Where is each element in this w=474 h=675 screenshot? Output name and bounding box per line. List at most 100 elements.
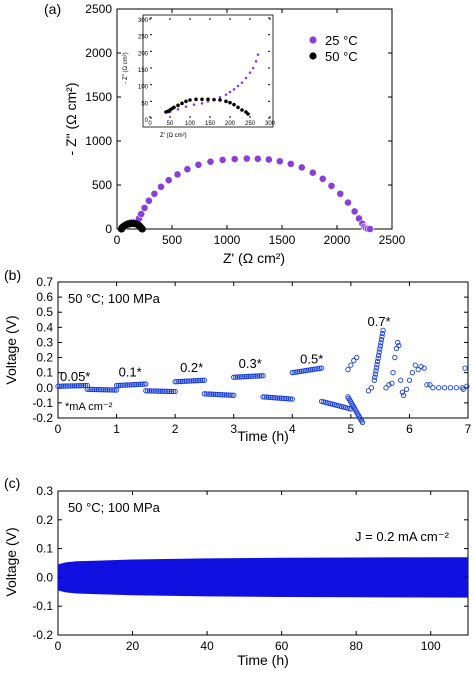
voltage-point (234, 374, 241, 380)
voltage-point (126, 382, 133, 388)
point-25c (327, 181, 336, 190)
voltage-point (79, 383, 85, 389)
voltage-point (231, 392, 237, 398)
voltage-point (403, 386, 410, 392)
voltage-point (192, 378, 198, 384)
point-25c (286, 159, 295, 168)
y-tick-label: 200 (138, 51, 149, 57)
voltage-point (115, 382, 122, 389)
point-25c (242, 154, 251, 163)
x-tick-label: 80 (350, 639, 364, 653)
inset-point-50c (236, 105, 240, 110)
point-25c (173, 170, 182, 179)
panel-c-label: (c) (4, 475, 20, 491)
voltage-point (232, 374, 239, 380)
point-25c (308, 168, 317, 177)
current-density-label: 0.2* (180, 360, 203, 375)
voltage-point (225, 392, 231, 398)
voltage-point (163, 388, 169, 394)
x-tick-label: 0 (55, 422, 62, 436)
current-density-label: 0.7* (368, 314, 391, 329)
voltage-point (249, 373, 255, 379)
voltage-point (409, 370, 416, 376)
y-tick-label: 0.0 (36, 381, 53, 395)
inset-point-50c (200, 97, 204, 102)
voltage-point (55, 383, 61, 389)
voltage-point (104, 387, 111, 393)
voltage-point (436, 385, 442, 391)
y-tick-label: 0.3 (36, 335, 53, 349)
voltage-point (60, 383, 67, 389)
voltage-point (256, 373, 262, 379)
voltage-point (170, 388, 176, 395)
voltage-point (447, 385, 454, 391)
voltage-point (135, 381, 142, 388)
voltage-point (430, 385, 436, 391)
inset-point-50c (240, 108, 244, 112)
panel-b-annotations: 0.05* 0.1* 0.2* 0.3* 0.5* 0.7* (60, 314, 391, 384)
point-25c (297, 163, 306, 172)
y-tick-label: 500 (92, 178, 112, 192)
voltage-point (453, 385, 459, 391)
voltage-point (276, 395, 283, 401)
inset-y-axis-label: - Z" (Ω cm²) (123, 52, 129, 83)
voltage-point (309, 366, 316, 373)
voltage-point (396, 342, 402, 349)
voltage-point (134, 381, 140, 388)
voltage-point (106, 387, 112, 393)
voltage-point (289, 370, 295, 376)
point-25c (164, 176, 173, 185)
inset-point-50c (218, 98, 222, 102)
inset-point-50c (180, 101, 184, 106)
voltage-point (399, 389, 406, 395)
legend-label-50c: 50 °C (325, 49, 358, 64)
voltage-point (375, 355, 381, 362)
voltage-point (300, 368, 306, 374)
voltage-point (293, 369, 299, 375)
y-tick-label: -0.1 (32, 396, 53, 410)
voltage-point (101, 387, 107, 393)
voltage-point (159, 388, 165, 394)
voltage-point (441, 385, 448, 391)
voltage-point (124, 382, 131, 388)
x-tick-label: 5 (348, 422, 355, 436)
voltage-point (373, 368, 379, 374)
voltage-point (260, 373, 266, 379)
y-tick-label: 0.7 (36, 275, 53, 289)
panel-b-plot-frame (57, 281, 469, 419)
voltage-point (351, 357, 357, 364)
voltage-point (247, 373, 253, 379)
voltage-point (380, 327, 386, 334)
y-tick-label: 0.6 (36, 290, 53, 304)
point-50c (138, 225, 146, 233)
voltage-point (205, 391, 211, 397)
voltage-point (220, 392, 226, 398)
voltage-point (269, 394, 275, 401)
voltage-point (371, 377, 377, 383)
voltage-point (251, 373, 257, 379)
voltage-point (254, 373, 261, 379)
current-density-label: 0.3* (239, 356, 262, 371)
voltage-point (392, 354, 398, 361)
x-tick-label: 250 (245, 121, 256, 127)
voltage-point (245, 373, 252, 380)
y-tick-label: 1500 (85, 90, 112, 104)
inset-point-25c (244, 76, 248, 80)
y-tick-label: 0.2 (36, 513, 53, 527)
voltage-point (199, 377, 206, 383)
voltage-point (150, 388, 156, 394)
voltage-point (212, 391, 219, 398)
inset-point-50c (246, 112, 250, 116)
voltage-point (271, 395, 277, 401)
voltage-point (139, 381, 145, 387)
voltage-point (64, 383, 70, 389)
x-tick-label: 0 (55, 639, 62, 653)
inset-point-25c (240, 81, 244, 84)
point-25c (218, 156, 227, 164)
current-density-label: 0.1* (119, 364, 142, 379)
inset-point-50c (188, 98, 192, 102)
voltage-point (132, 381, 138, 388)
voltage-point (198, 377, 204, 384)
voltage-point (69, 383, 76, 389)
